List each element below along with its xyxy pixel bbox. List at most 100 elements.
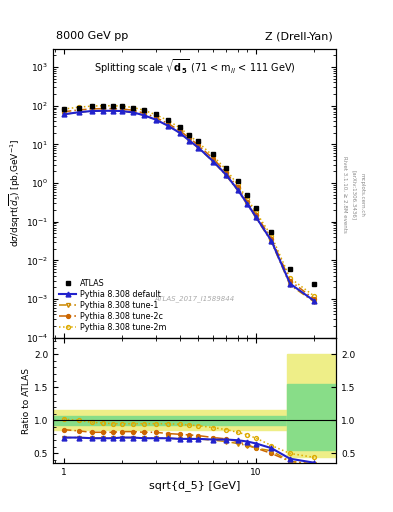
Pythia 8.308 default <box>235 186 240 193</box>
Bar <box>53 411 336 430</box>
Pythia 8.308 default <box>141 112 146 118</box>
Pythia 8.308 tune-1 <box>77 109 81 115</box>
ATLAS <box>269 229 274 235</box>
Pythia 8.308 tune-2c <box>211 156 216 162</box>
Pythia 8.308 tune-1 <box>312 298 316 305</box>
Pythia 8.308 tune-2c <box>77 107 81 113</box>
Line: Pythia 8.308 tune-2c: Pythia 8.308 tune-2c <box>62 106 316 301</box>
Pythia 8.308 tune-1 <box>211 159 216 165</box>
Pythia 8.308 tune-2c <box>101 105 105 112</box>
ATLAS <box>288 266 292 272</box>
Pythia 8.308 default <box>166 123 171 129</box>
Pythia 8.308 tune-1 <box>101 108 105 114</box>
Pythia 8.308 tune-2m <box>269 233 274 239</box>
Pythia 8.308 tune-1 <box>61 111 66 117</box>
Pythia 8.308 default <box>269 238 274 244</box>
Pythia 8.308 default <box>245 201 250 207</box>
Bar <box>287 384 336 450</box>
Y-axis label: Ratio to ATLAS: Ratio to ATLAS <box>22 368 31 434</box>
Pythia 8.308 default <box>77 109 81 115</box>
Y-axis label: d$\sigma$/dsqrt($\overline{d_5}$) [pb,GeV$^{-1}$]: d$\sigma$/dsqrt($\overline{d_5}$) [pb,Ge… <box>8 139 23 247</box>
Line: Pythia 8.308 tune-2m: Pythia 8.308 tune-2m <box>62 104 316 298</box>
Pythia 8.308 tune-2c <box>131 108 136 114</box>
Pythia 8.308 tune-2m <box>177 124 182 131</box>
Pythia 8.308 default <box>131 110 136 116</box>
Pythia 8.308 default <box>187 138 192 144</box>
Text: ATLAS_2017_I1589844: ATLAS_2017_I1589844 <box>154 295 235 302</box>
Legend: ATLAS, Pythia 8.308 default, Pythia 8.308 tune-1, Pythia 8.308 tune-2c, Pythia 8: ATLAS, Pythia 8.308 default, Pythia 8.30… <box>57 278 168 334</box>
Pythia 8.308 tune-2m <box>61 106 66 112</box>
Pythia 8.308 tune-2m <box>131 104 136 111</box>
ATLAS <box>245 193 250 199</box>
ATLAS <box>153 111 158 117</box>
Pythia 8.308 default <box>110 108 115 114</box>
ATLAS <box>187 132 192 138</box>
ATLAS <box>177 124 182 130</box>
Pythia 8.308 tune-2m <box>110 103 115 109</box>
ATLAS <box>101 103 105 109</box>
Pythia 8.308 tune-1 <box>153 116 158 122</box>
Pythia 8.308 tune-1 <box>254 215 259 221</box>
Pythia 8.308 default <box>153 116 158 122</box>
Pythia 8.308 tune-2c <box>312 296 316 302</box>
Pythia 8.308 tune-2c <box>110 105 115 112</box>
Pythia 8.308 tune-2c <box>61 109 66 115</box>
Pythia 8.308 tune-2c <box>90 106 94 112</box>
Bar <box>53 416 336 425</box>
Pythia 8.308 tune-2m <box>119 103 124 109</box>
ATLAS <box>312 281 316 287</box>
ATLAS <box>61 106 66 113</box>
Pythia 8.308 tune-2m <box>235 181 240 187</box>
ATLAS <box>235 178 240 184</box>
Pythia 8.308 tune-2c <box>166 121 171 127</box>
Pythia 8.308 tune-1 <box>177 130 182 136</box>
ATLAS <box>166 117 171 123</box>
Pythia 8.308 tune-2m <box>101 103 105 109</box>
Pythia 8.308 tune-1 <box>245 201 250 207</box>
Pythia 8.308 tune-2m <box>166 118 171 124</box>
Line: Pythia 8.308 tune-1: Pythia 8.308 tune-1 <box>62 109 316 304</box>
Pythia 8.308 default <box>101 108 105 114</box>
Pythia 8.308 tune-2m <box>245 196 250 202</box>
ATLAS <box>141 107 146 113</box>
Line: ATLAS: ATLAS <box>61 103 316 286</box>
Pythia 8.308 tune-2m <box>187 133 192 139</box>
Pythia 8.308 tune-2m <box>90 103 94 109</box>
Text: Rivet 3.1.10, ≥ 2.8M events: Rivet 3.1.10, ≥ 2.8M events <box>342 156 347 233</box>
Pythia 8.308 tune-2m <box>141 107 146 113</box>
Pythia 8.308 default <box>211 159 216 165</box>
Pythia 8.308 tune-2c <box>153 114 158 120</box>
Pythia 8.308 tune-2c <box>196 142 200 148</box>
Pythia 8.308 tune-2c <box>141 110 146 116</box>
Text: 8000 GeV pp: 8000 GeV pp <box>56 31 128 41</box>
Pythia 8.308 tune-1 <box>187 138 192 144</box>
Pythia 8.308 tune-2m <box>77 104 81 110</box>
Pythia 8.308 tune-1 <box>235 187 240 194</box>
Pythia 8.308 tune-2c <box>288 278 292 284</box>
Pythia 8.308 tune-2c <box>119 106 124 112</box>
Pythia 8.308 tune-2c <box>235 184 240 190</box>
Pythia 8.308 default <box>90 108 94 114</box>
Pythia 8.308 tune-2m <box>224 167 229 173</box>
ATLAS <box>90 103 94 109</box>
Text: Splitting scale $\sqrt{\mathbf{d_5}}$ (71 < m$_{ll}$ < 111 GeV): Splitting scale $\sqrt{\mathbf{d_5}}$ (7… <box>94 57 296 76</box>
Pythia 8.308 tune-1 <box>288 282 292 288</box>
Pythia 8.308 default <box>119 108 124 114</box>
Bar <box>287 354 336 457</box>
Pythia 8.308 default <box>177 130 182 136</box>
Pythia 8.308 tune-2c <box>254 212 259 218</box>
Text: Z (Drell-Yan): Z (Drell-Yan) <box>265 31 333 41</box>
Pythia 8.308 tune-1 <box>110 108 115 114</box>
Pythia 8.308 default <box>312 297 316 304</box>
Pythia 8.308 default <box>196 144 200 151</box>
Pythia 8.308 tune-2c <box>224 169 229 176</box>
X-axis label: sqrt{d_5} [GeV]: sqrt{d_5} [GeV] <box>149 480 240 491</box>
Pythia 8.308 tune-1 <box>119 108 124 114</box>
Pythia 8.308 tune-2c <box>177 127 182 134</box>
ATLAS <box>254 205 259 211</box>
ATLAS <box>110 103 115 109</box>
Pythia 8.308 tune-2m <box>288 275 292 281</box>
Pythia 8.308 tune-2c <box>187 135 192 141</box>
Text: mcplots.cern.ch: mcplots.cern.ch <box>360 173 365 217</box>
Pythia 8.308 tune-2m <box>153 112 158 118</box>
